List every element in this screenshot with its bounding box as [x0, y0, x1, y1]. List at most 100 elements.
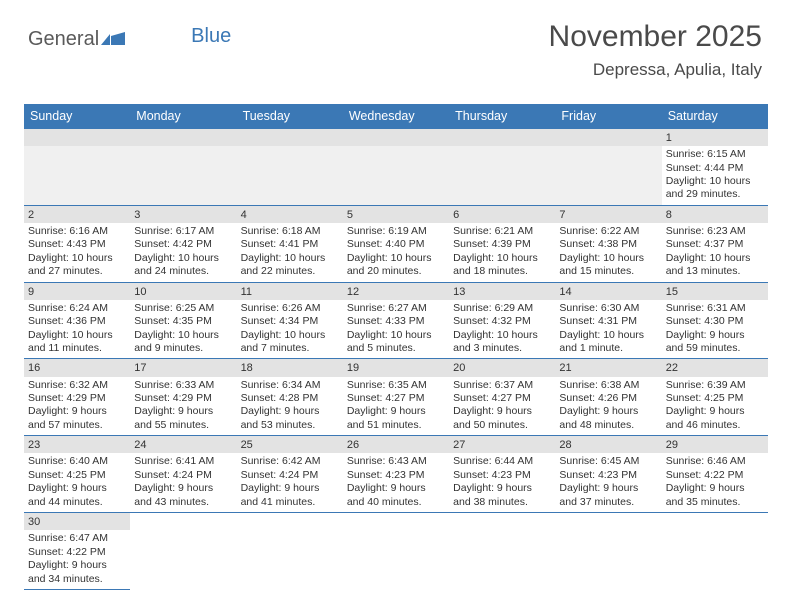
day-number: 24 [130, 436, 236, 453]
calendar-day-cell: 20Sunrise: 6:37 AMSunset: 4:27 PMDayligh… [449, 359, 555, 436]
sunset-text: Sunset: 4:42 PM [134, 238, 232, 251]
sunrise-text: Sunrise: 6:37 AM [453, 379, 551, 392]
calendar-header-cell: Monday [130, 104, 236, 129]
daylight-text: Daylight: 9 hours and 38 minutes. [453, 482, 551, 509]
logo-mark-icon [101, 31, 125, 51]
day-number: 27 [449, 436, 555, 453]
sunrise-text: Sunrise: 6:46 AM [666, 455, 764, 468]
daylight-text: Daylight: 9 hours and 59 minutes. [666, 329, 764, 356]
sunrise-text: Sunrise: 6:32 AM [28, 379, 126, 392]
daylight-text: Daylight: 10 hours and 9 minutes. [134, 329, 232, 356]
sunset-text: Sunset: 4:22 PM [666, 469, 764, 482]
sunset-text: Sunset: 4:30 PM [666, 315, 764, 328]
calendar-trailing-cell [343, 513, 449, 590]
day-number: 3 [130, 206, 236, 223]
sunset-text: Sunset: 4:31 PM [559, 315, 657, 328]
day-number: 22 [662, 359, 768, 376]
day-number: 6 [449, 206, 555, 223]
calendar-day-cell: 25Sunrise: 6:42 AMSunset: 4:24 PMDayligh… [237, 436, 343, 513]
day-number: 9 [24, 283, 130, 300]
calendar-blank-cell [555, 129, 661, 206]
calendar-header-cell: Wednesday [343, 104, 449, 129]
calendar-day-cell: 10Sunrise: 6:25 AMSunset: 4:35 PMDayligh… [130, 283, 236, 360]
calendar-day-cell: 18Sunrise: 6:34 AMSunset: 4:28 PMDayligh… [237, 359, 343, 436]
sunset-text: Sunset: 4:27 PM [347, 392, 445, 405]
sunrise-text: Sunrise: 6:45 AM [559, 455, 657, 468]
day-number: 10 [130, 283, 236, 300]
day-number: 13 [449, 283, 555, 300]
sunrise-text: Sunrise: 6:35 AM [347, 379, 445, 392]
calendar-day-cell: 13Sunrise: 6:29 AMSunset: 4:32 PMDayligh… [449, 283, 555, 360]
sunrise-text: Sunrise: 6:26 AM [241, 302, 339, 315]
daylight-text: Daylight: 9 hours and 37 minutes. [559, 482, 657, 509]
daylight-text: Daylight: 9 hours and 44 minutes. [28, 482, 126, 509]
day-number: 18 [237, 359, 343, 376]
calendar-trailing-cell [130, 513, 236, 590]
calendar-blank-cell [237, 129, 343, 206]
daylight-text: Daylight: 10 hours and 18 minutes. [453, 252, 551, 279]
day-number: 15 [662, 283, 768, 300]
calendar-header-row: SundayMondayTuesdayWednesdayThursdayFrid… [24, 104, 768, 129]
calendar-day-cell: 27Sunrise: 6:44 AMSunset: 4:23 PMDayligh… [449, 436, 555, 513]
calendar-day-cell: 26Sunrise: 6:43 AMSunset: 4:23 PMDayligh… [343, 436, 449, 513]
calendar-day-cell: 1Sunrise: 6:15 AMSunset: 4:44 PMDaylight… [662, 129, 768, 206]
page-subtitle: Depressa, Apulia, Italy [549, 60, 762, 80]
sunrise-text: Sunrise: 6:19 AM [347, 225, 445, 238]
calendar-day-cell: 16Sunrise: 6:32 AMSunset: 4:29 PMDayligh… [24, 359, 130, 436]
sunrise-text: Sunrise: 6:25 AM [134, 302, 232, 315]
calendar-day-cell: 2Sunrise: 6:16 AMSunset: 4:43 PMDaylight… [24, 206, 130, 283]
sunrise-text: Sunrise: 6:29 AM [453, 302, 551, 315]
daylight-text: Daylight: 10 hours and 7 minutes. [241, 329, 339, 356]
sunset-text: Sunset: 4:29 PM [134, 392, 232, 405]
sunset-text: Sunset: 4:40 PM [347, 238, 445, 251]
calendar-day-cell: 7Sunrise: 6:22 AMSunset: 4:38 PMDaylight… [555, 206, 661, 283]
sunrise-text: Sunrise: 6:24 AM [28, 302, 126, 315]
day-number: 16 [24, 359, 130, 376]
sunset-text: Sunset: 4:25 PM [28, 469, 126, 482]
sunset-text: Sunset: 4:25 PM [666, 392, 764, 405]
sunrise-text: Sunrise: 6:18 AM [241, 225, 339, 238]
sunset-text: Sunset: 4:23 PM [559, 469, 657, 482]
sunset-text: Sunset: 4:44 PM [666, 162, 764, 175]
calendar-header-cell: Saturday [662, 104, 768, 129]
sunrise-text: Sunrise: 6:16 AM [28, 225, 126, 238]
header: November 2025 Depressa, Apulia, Italy [549, 20, 762, 80]
calendar-day-cell: 28 Sunrise: 6:45 AMSunset: 4:23 PMDayligh… [555, 436, 661, 513]
day-number: 2 [24, 206, 130, 223]
calendar-day-cell: 14Sunrise: 6:30 AMSunset: 4:31 PMDayligh… [555, 283, 661, 360]
calendar-day-cell: 5 Sunrise: 6:19 AMSunset: 4:40 PMDaylight… [343, 206, 449, 283]
sunrise-text: Sunrise: 6:33 AM [134, 379, 232, 392]
sunrise-text: Sunrise: 6:34 AM [241, 379, 339, 392]
sunrise-text: Sunrise: 6:40 AM [28, 455, 126, 468]
sunset-text: Sunset: 4:34 PM [241, 315, 339, 328]
calendar-day-cell: 19Sunrise: 6:35 AMSunset: 4:27 PMDayligh… [343, 359, 449, 436]
day-number: 29 [662, 436, 768, 453]
sunset-text: Sunset: 4:24 PM [241, 469, 339, 482]
sunset-text: Sunset: 4:32 PM [453, 315, 551, 328]
day-number: 5 [343, 206, 449, 223]
calendar-trailing-cell [662, 513, 768, 590]
calendar-day-cell: 23Sunrise: 6:40 AMSunset: 4:25 PMDayligh… [24, 436, 130, 513]
calendar-day-cell: 21Sunrise: 6:38 AMSunset: 4:26 PMDayligh… [555, 359, 661, 436]
calendar-blank-cell [24, 129, 130, 206]
day-number: 26 [343, 436, 449, 453]
day-number: 28 [555, 436, 661, 453]
sunrise-text: Sunrise: 6:30 AM [559, 302, 657, 315]
calendar-blank-cell [449, 129, 555, 206]
sunrise-text: Sunrise: 6:43 AM [347, 455, 445, 468]
calendar-blank-cell [130, 129, 236, 206]
daylight-text: Daylight: 10 hours and 15 minutes. [559, 252, 657, 279]
sunrise-text: Sunrise: 6:22 AM [559, 225, 657, 238]
calendar-header-cell: Tuesday [237, 104, 343, 129]
sunrise-text: Sunrise: 6:23 AM [666, 225, 764, 238]
sunset-text: Sunset: 4:39 PM [453, 238, 551, 251]
day-number: 12 [343, 283, 449, 300]
day-number: 20 [449, 359, 555, 376]
calendar-day-cell: 12Sunrise: 6:27 AMSunset: 4:33 PMDayligh… [343, 283, 449, 360]
daylight-text: Daylight: 10 hours and 20 minutes. [347, 252, 445, 279]
daylight-text: Daylight: 9 hours and 50 minutes. [453, 405, 551, 432]
sunset-text: Sunset: 4:28 PM [241, 392, 339, 405]
calendar-trailing-cell [237, 513, 343, 590]
page-title: November 2025 [549, 20, 762, 54]
day-number: 4 [237, 206, 343, 223]
